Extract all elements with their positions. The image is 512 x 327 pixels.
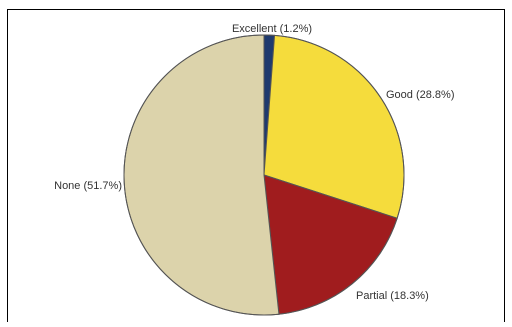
pie-labels: Excellent (1.2%) Good (28.8%) Partial (18.… — [54, 23, 454, 302]
pie-label-excellent: Excellent (1.2%) — [232, 23, 312, 35]
pie-label-good: Good (28.8%) — [386, 89, 454, 101]
pie-label-none: None (51.7%) — [54, 180, 122, 192]
pie-slices — [123, 34, 405, 316]
pie-outline — [123, 34, 405, 316]
chart-frame-border — [7, 9, 505, 322]
pie-slice-none — [123, 34, 280, 316]
pie-label-partial: Partial (18.3%) — [356, 290, 429, 302]
